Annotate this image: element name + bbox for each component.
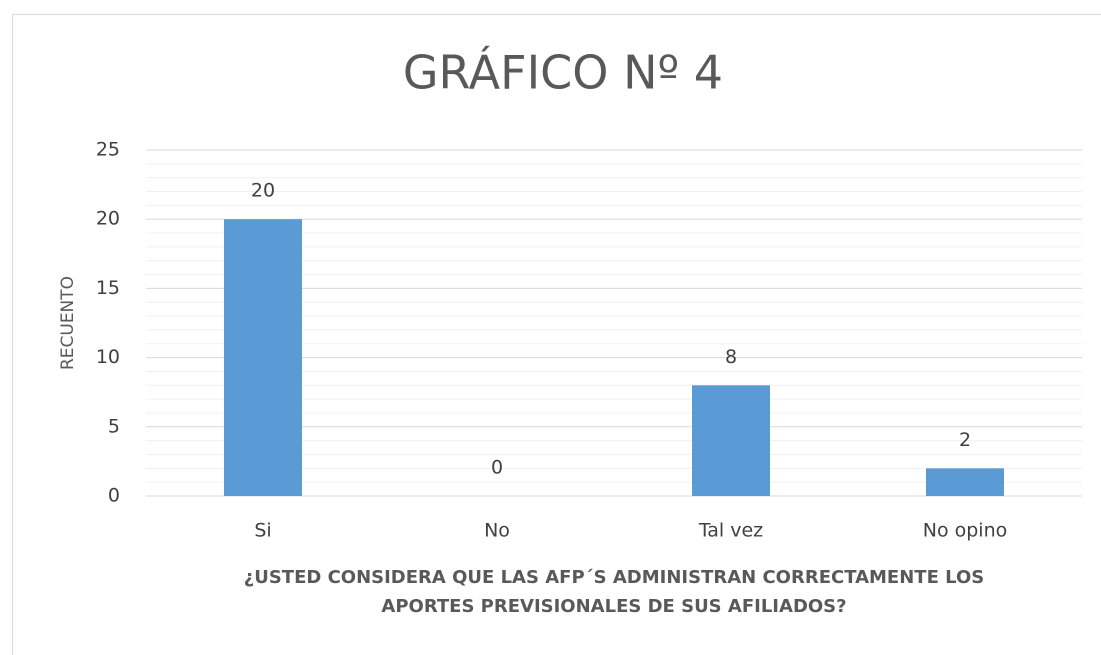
data-label: 0: [491, 457, 503, 479]
chart-title: GRÁFICO Nº 4: [403, 46, 723, 100]
x-tick-label: Si: [254, 520, 271, 542]
data-label: 2: [959, 429, 971, 451]
y-tick-label: 0: [108, 485, 120, 507]
chart-border: [12, 14, 1101, 655]
y-tick-label: 25: [96, 139, 120, 161]
x-tick-label: Tal vez: [698, 520, 763, 542]
y-tick-label: 10: [96, 346, 120, 368]
y-axis-title: RECUENTO: [58, 276, 78, 370]
x-axis-title: ¿USTED CONSIDERA QUE LAS AFP´S ADMINISTR…: [244, 567, 984, 588]
x-tick-label: No: [484, 520, 510, 542]
bar: [926, 468, 1004, 496]
bar: [224, 219, 302, 496]
y-tick-label: 20: [96, 208, 120, 230]
bar: [692, 385, 770, 496]
y-tick-label: 15: [96, 277, 120, 299]
data-label: 20: [251, 180, 275, 202]
x-tick-label: No opino: [923, 520, 1008, 542]
data-label: 8: [725, 346, 737, 368]
x-axis-title: APORTES PREVISIONALES DE SUS AFILIADOS?: [381, 596, 846, 617]
y-tick-label: 5: [108, 415, 120, 437]
